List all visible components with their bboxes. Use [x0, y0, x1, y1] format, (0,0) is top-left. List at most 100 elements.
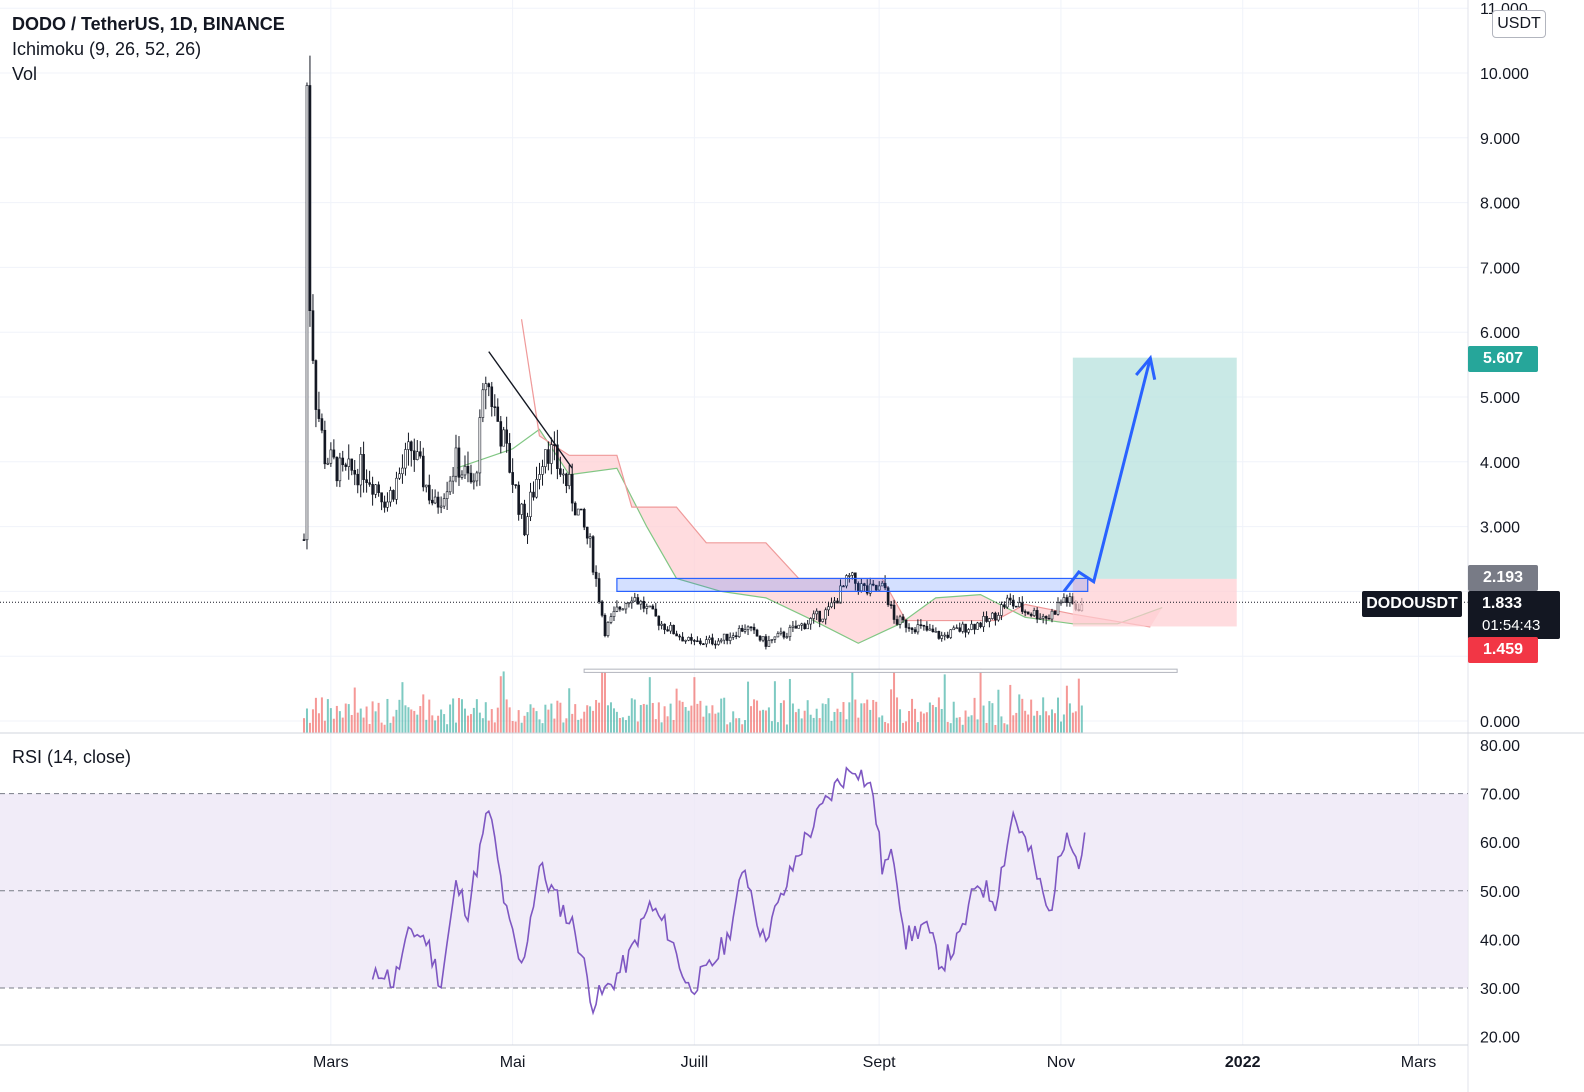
currency-unit-button[interactable]: USDT — [1492, 10, 1546, 38]
volume-bar — [529, 704, 532, 733]
volume-bar — [842, 702, 845, 733]
volume-bar — [764, 710, 767, 733]
candle-body — [937, 631, 941, 639]
volume-bar — [699, 700, 702, 733]
volume-bar — [836, 708, 839, 733]
volume-bar — [1051, 709, 1053, 733]
candle-body — [392, 490, 395, 500]
candle-body — [815, 610, 818, 615]
volume-bar — [1003, 723, 1006, 733]
candle-body — [812, 613, 815, 619]
volume-bar — [434, 720, 437, 733]
volume-legend[interactable]: Vol — [12, 64, 38, 84]
candle-body — [454, 447, 458, 477]
volume-bar — [976, 719, 979, 733]
volume-bar — [371, 701, 374, 733]
rsi-pane[interactable]: 80.00 70.00 60.00 50.00 40.00 30.00 20.00 — [0, 738, 1520, 1047]
downtrend-line[interactable] — [488, 351, 573, 469]
volume-bar — [1024, 710, 1027, 733]
time-axis[interactable]: Mars Mai Juill Sept Nov 2022 Mars — [313, 1054, 1436, 1071]
candle-body — [535, 478, 538, 498]
symbol-tag: DODOUSDT — [1362, 591, 1462, 617]
rsi-legend[interactable]: RSI (14, close) — [12, 747, 132, 767]
volume-bar — [520, 722, 523, 733]
volume-bar — [541, 723, 544, 733]
volume-bar — [511, 720, 514, 733]
rsi-tick-label: 50.00 — [1480, 884, 1520, 901]
volume-bar — [398, 699, 401, 733]
volume-bar — [356, 712, 359, 733]
long-position-target-zone[interactable] — [1072, 357, 1237, 579]
candle-body — [407, 441, 410, 450]
candle-body — [699, 640, 702, 645]
candle-body — [865, 585, 869, 594]
legend: DODO / TetherUS, 1D, BINANCE Ichimoku (9… — [12, 12, 285, 87]
candle-body — [916, 624, 920, 633]
candle-body — [520, 503, 523, 515]
candle-body — [758, 635, 762, 641]
volume-bar — [747, 681, 750, 733]
volume-bar — [592, 710, 595, 733]
volume-bar — [583, 711, 586, 733]
volume-bar — [809, 714, 812, 733]
price-axis[interactable]: 11.00010.0009.0008.0007.0006.0005.0004.0… — [1467, 0, 1529, 1092]
volume-bar — [374, 711, 377, 733]
symbol-title[interactable]: DODO / TetherUS, 1D, BINANCE — [12, 14, 285, 34]
price-tick-label: 3.000 — [1480, 520, 1520, 537]
volume-bar — [496, 707, 499, 733]
volume-bar — [544, 704, 547, 733]
volume-bar — [431, 715, 434, 733]
volume-bar — [350, 714, 353, 733]
volume-bar — [437, 715, 440, 733]
ichimoku-legend[interactable]: Ichimoku (9, 26, 52, 26) — [12, 39, 202, 59]
volume-bar — [925, 712, 928, 733]
candle-body — [773, 636, 777, 640]
candle-body — [973, 623, 976, 630]
volume-bar — [609, 702, 612, 733]
rsi-axis[interactable]: 80.00 70.00 60.00 50.00 40.00 30.00 20.00 — [1480, 738, 1520, 1047]
volume-bar — [639, 705, 642, 733]
resistance-rectangle[interactable] — [616, 577, 1089, 593]
volume-bar — [332, 718, 335, 733]
candle-body — [943, 634, 947, 637]
volume-bar — [547, 709, 550, 733]
volume-bar — [902, 722, 905, 733]
candle-body — [791, 625, 795, 628]
volume-bar — [514, 721, 517, 733]
candle-body — [427, 484, 431, 501]
candle-body — [868, 583, 872, 594]
candle-body — [609, 616, 613, 623]
volume-bar — [502, 671, 505, 733]
volume-bar — [1062, 714, 1065, 733]
volume-bar — [460, 699, 463, 733]
volume-bar — [577, 719, 580, 733]
arrow-head-icon — [1135, 354, 1157, 380]
projection-arrow[interactable] — [1062, 357, 1152, 593]
volume-bar — [344, 703, 347, 733]
volume-bar — [928, 702, 931, 733]
candle-body — [922, 624, 926, 627]
candle-body — [749, 626, 753, 629]
candle-body — [693, 640, 696, 642]
volume-bar — [916, 722, 919, 733]
volume-bar — [914, 708, 917, 733]
volume-bar — [934, 707, 937, 733]
volume-bar — [422, 694, 425, 733]
candle-body — [570, 474, 574, 504]
candle-body — [985, 616, 988, 622]
stop-price-tag: 1.459 — [1468, 637, 1538, 663]
price-tick-label: 8.000 — [1480, 196, 1520, 213]
volume-bar — [675, 688, 678, 733]
volume-bar — [669, 703, 672, 733]
volume-bar — [601, 669, 604, 733]
volume-bar — [532, 707, 535, 733]
volume-bar — [493, 722, 496, 733]
volume-bar — [750, 706, 753, 733]
candle-body — [383, 501, 386, 508]
volume-bar — [595, 699, 598, 733]
support-rectangle[interactable] — [583, 668, 1178, 673]
volume-bar — [452, 698, 455, 733]
volume-bar — [311, 709, 314, 733]
candle-body — [705, 639, 708, 645]
